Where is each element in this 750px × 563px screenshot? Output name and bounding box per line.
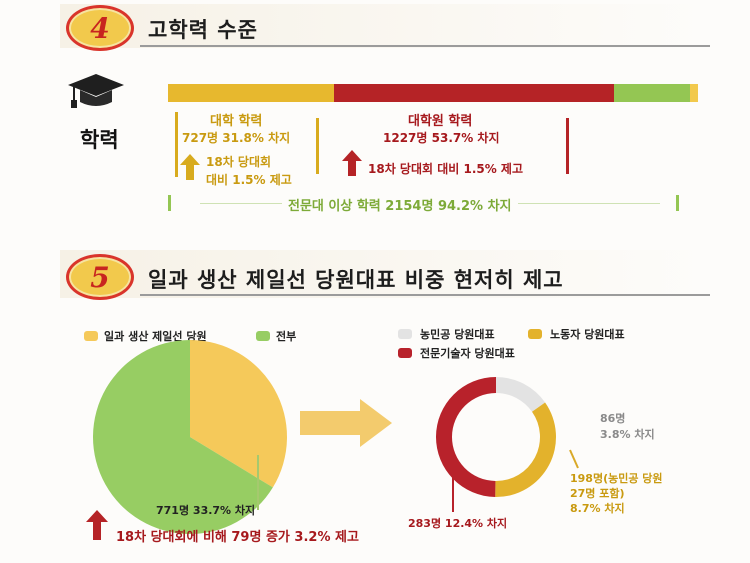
legend-label: 전문기술자 당원대표	[420, 347, 515, 360]
up-arrow-icon	[180, 154, 200, 180]
section5-number: 5	[90, 260, 110, 294]
section5-number-badge: 5	[66, 254, 134, 300]
education-stacked-bar	[168, 84, 698, 102]
grad-title: 대학원 학력	[408, 114, 473, 129]
legend-swatch	[398, 329, 412, 339]
donut-farmer-value: 86명	[600, 412, 626, 425]
donut-chart	[435, 377, 557, 497]
education-bar-segment	[333, 84, 615, 102]
up-arrow-icon	[86, 510, 108, 540]
donut-farmer-share: 3.8% 차지	[600, 428, 655, 441]
donut-segment	[495, 402, 557, 497]
donut-worker-line2: 27명 포함)	[570, 487, 625, 500]
education-row-label: 학력	[80, 128, 119, 152]
section4-number: 4	[90, 11, 110, 45]
pie-slice	[92, 340, 273, 534]
donut-worker-line3: 8.7% 차지	[570, 502, 625, 515]
legend-left: 일과 생산 제일선 당원 전부	[84, 328, 384, 346]
arrow-icon	[300, 399, 392, 447]
legend-label: 노동자 당원대표	[550, 328, 625, 341]
college-change-line2: 대비 1.5% 제고	[206, 173, 292, 187]
section5-header-bg	[60, 250, 710, 298]
section5-title: 일과 생산 제일선 당원대표 비중 현저히 제고	[148, 268, 564, 292]
legend-swatch	[256, 331, 270, 341]
total-label: 전문대 이상 학력 2154명 94.2% 차지	[282, 195, 518, 214]
pie-value-label: 771명 33.7% 차지	[156, 504, 256, 517]
legend-swatch	[528, 329, 542, 339]
graduation-cap-icon	[66, 72, 126, 112]
college-marker-line	[175, 112, 178, 177]
college-marker-line-right	[316, 118, 319, 174]
college-title: 대학 학력	[210, 114, 263, 129]
college-change-line1: 18차 당대회	[206, 155, 272, 169]
up-arrow-icon	[342, 150, 362, 176]
donut-worker-line1: 198명(농민공 당원	[570, 472, 663, 485]
donut-leader-worker	[569, 449, 579, 469]
legend-label: 일과 생산 제일선 당원	[104, 330, 207, 343]
legend-label: 농민공 당원대표	[420, 328, 495, 341]
section5-title-rule	[140, 294, 710, 296]
section5-charts	[92, 340, 579, 534]
legend-swatch	[84, 331, 98, 341]
grad-value: 1227명 53.7% 차지	[383, 131, 500, 145]
grad-change: 18차 당대회 대비 1.5% 제고	[368, 162, 524, 176]
education-bar-segment	[168, 84, 334, 102]
education-bar-end-cap	[690, 84, 698, 102]
pie-slice	[190, 340, 287, 488]
total-bracket-right	[676, 195, 679, 211]
pie-chart	[92, 340, 287, 534]
college-value: 727명 31.8% 차지	[182, 131, 291, 145]
education-bar-segment	[614, 84, 690, 102]
total-bracket-left	[168, 195, 171, 211]
pie-change-label: 18차 당대회에 비해 79명 증가 3.2% 제고	[116, 530, 359, 545]
donut-segment	[435, 377, 496, 497]
section4-number-badge: 4	[66, 5, 134, 51]
section4-header-bg	[60, 4, 710, 48]
legend-label: 전부	[276, 330, 297, 343]
section4-title: 고학력 수준	[148, 18, 258, 42]
legend-right: 농민공 당원대표 노동자 당원대표 전문기술자 당원대표	[398, 326, 698, 366]
donut-tech-label: 283명 12.4% 차지	[408, 517, 508, 530]
donut-segment	[496, 377, 546, 412]
legend-swatch	[398, 348, 412, 358]
section4-title-rule	[140, 45, 710, 47]
grad-marker-line	[566, 118, 569, 174]
